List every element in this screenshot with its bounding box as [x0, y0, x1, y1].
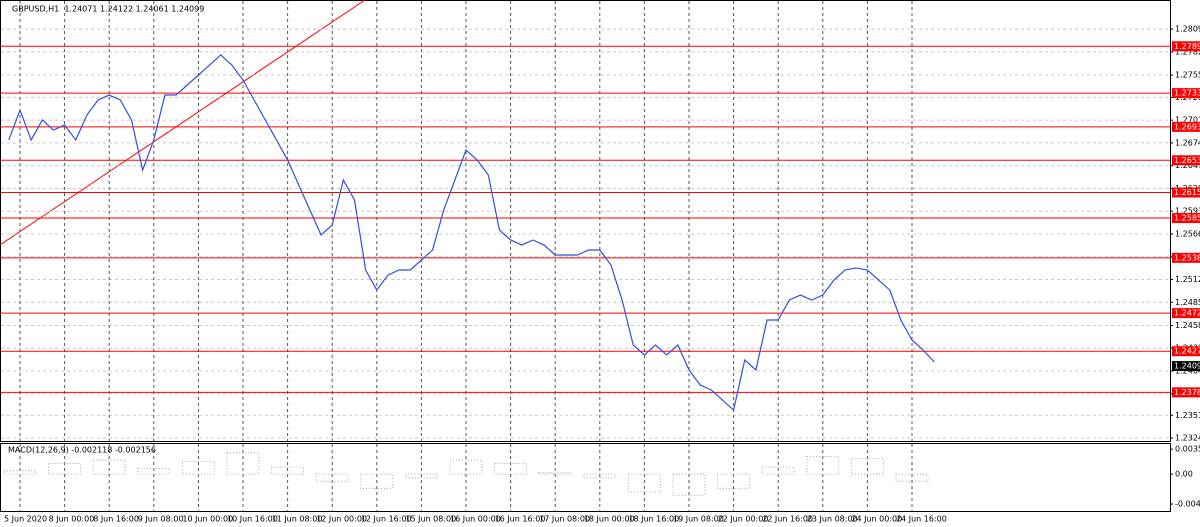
last-price-tag	[1172, 361, 1200, 372]
x-tick-label: 18 Jun 00:00	[584, 515, 635, 524]
macd-bar	[761, 466, 795, 475]
x-tick-label: 15 Jun 08:00	[405, 515, 456, 524]
level-label: 1.25854	[1174, 214, 1200, 223]
macd-bar	[226, 452, 260, 475]
y-tick-label: 0.00	[1175, 470, 1193, 479]
macd-title: MACD(12,26,9) -0.002118 -0.002156	[8, 446, 156, 455]
level-tag	[1172, 252, 1200, 263]
y-tick-label: 1.2458	[1175, 321, 1200, 330]
x-tick-label: 8 Jun 00:00	[49, 515, 95, 524]
level-label: 1.23787	[1174, 388, 1200, 397]
price-line	[8, 54, 935, 412]
y-tick-label: 1.27825	[1175, 47, 1200, 56]
x-tick-label: 19 Jun 08:00	[673, 515, 724, 524]
level-tag	[1172, 41, 1200, 52]
y-tick-label: 1.26745	[1175, 138, 1200, 147]
macd-bar	[449, 459, 483, 475]
level-tag	[1172, 155, 1200, 166]
x-tick-label: 16 Jun 00:00	[450, 515, 501, 524]
y-tick-label: 1.28095	[1175, 25, 1200, 34]
x-tick-label: 10 Jun 16:00	[227, 515, 278, 524]
level-label: 1.26539	[1174, 156, 1200, 165]
macd-bar	[717, 473, 751, 489]
x-tick-label: 17 Jun 08:00	[539, 515, 590, 524]
x-tick-label: 22 Jun 00:00	[718, 515, 769, 524]
x-tick-label: 11 Jun 08:00	[272, 515, 323, 524]
y-tick-label: 1.25665	[1175, 229, 1200, 238]
y-tick-label: 0.003532	[1175, 445, 1200, 454]
macd-bar	[92, 459, 126, 475]
macd-bar	[3, 470, 37, 475]
macd-bar	[895, 473, 929, 482]
macd-bar	[494, 463, 528, 475]
level-tag	[1172, 346, 1200, 357]
x-tick-label: 12 Jun 00:00	[316, 515, 367, 524]
last-price-label: 1.24099	[1174, 362, 1200, 371]
macd-bar	[404, 473, 438, 479]
level-tag	[1172, 308, 1200, 319]
x-tick-label: 18 Jun 16:00	[628, 515, 679, 524]
level-tag	[1172, 88, 1200, 99]
y-tick-label: 1.25935	[1175, 207, 1200, 216]
macd-bar	[627, 473, 661, 493]
x-tick-label: 16 Jun 16:00	[495, 515, 546, 524]
level-label: 1.25382	[1174, 253, 1200, 262]
x-tick-label: 12 Jun 16:00	[361, 515, 412, 524]
x-tick-label: 9 Jun 08:00	[138, 515, 184, 524]
main-pane	[0, 0, 1171, 442]
trend-line	[0, 0, 366, 246]
y-tick-label: 1.25125	[1175, 275, 1200, 284]
macd-bar	[137, 468, 171, 475]
macd-bar	[48, 463, 82, 475]
x-tick-label: 5 Jun 2020	[4, 515, 47, 524]
level-label: 1.26157	[1174, 188, 1200, 197]
x-tick-label: 10 Jun 00:00	[182, 515, 233, 524]
macd-bar	[315, 473, 349, 482]
level-tag	[1172, 187, 1200, 198]
macd-pane	[0, 443, 1171, 512]
level-tag	[1172, 213, 1200, 224]
level-tag	[1172, 121, 1200, 132]
y-tick-label: 1.2755	[1175, 71, 1200, 80]
level-label: 1.27336	[1174, 89, 1200, 98]
level-tag	[1172, 387, 1200, 398]
macd-bar	[583, 473, 617, 479]
x-tick-label: 22 Jun 16:00	[762, 515, 813, 524]
y-tick-label: 1.27015	[1175, 116, 1200, 125]
y-tick-label: 1.23245	[1175, 434, 1200, 443]
x-tick-label: 24 Jun 00:00	[851, 515, 902, 524]
macd-bar	[538, 472, 572, 475]
symbol-title: GBPUSD,H1 1.24071 1.24122 1.24061 1.2409…	[12, 5, 204, 14]
macd-bar	[271, 466, 305, 475]
x-tick-label: 23 Jun 08:00	[807, 515, 858, 524]
macd-bar	[806, 455, 840, 475]
macd-bar	[672, 473, 706, 496]
y-tick-label: -0.004212	[1175, 500, 1200, 509]
level-label: 1.24275	[1174, 347, 1200, 356]
macd-bar	[181, 460, 215, 475]
y-tick-label: 1.26475	[1175, 161, 1200, 170]
y-tick-label: 1.24855	[1175, 298, 1200, 307]
macd-bar	[360, 473, 394, 489]
x-tick-label: 8 Jun 16:00	[93, 515, 139, 524]
level-label: 1.26935	[1174, 122, 1200, 131]
level-label: 1.24727	[1174, 309, 1200, 318]
macd-bar	[850, 458, 884, 475]
x-tick-label: 24 Jun 16:00	[896, 515, 947, 524]
y-tick-label: 1.23515	[1175, 411, 1200, 420]
